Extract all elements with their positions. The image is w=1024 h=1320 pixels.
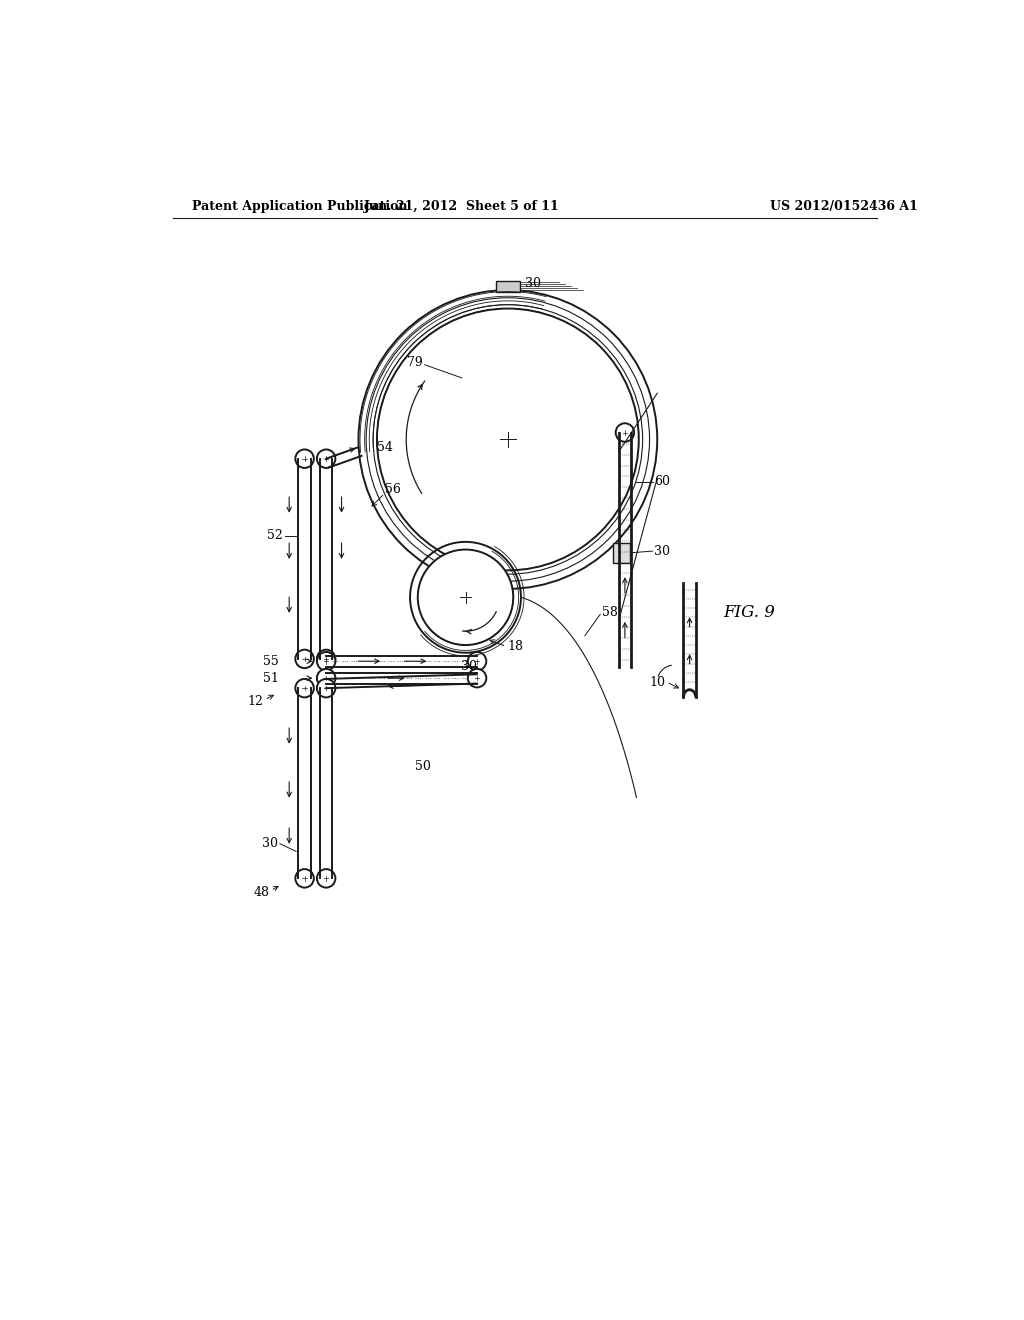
Text: Jun. 21, 2012  Sheet 5 of 11: Jun. 21, 2012 Sheet 5 of 11 (364, 201, 559, 214)
Text: 52: 52 (267, 529, 283, 543)
Text: 55: 55 (262, 655, 279, 668)
Text: US 2012/0152436 A1: US 2012/0152436 A1 (770, 201, 918, 214)
Text: 10: 10 (649, 676, 666, 689)
Bar (612, 544, 630, 562)
Text: 30: 30 (462, 660, 477, 673)
Text: 30: 30 (654, 545, 670, 557)
Circle shape (316, 652, 336, 671)
Circle shape (295, 649, 313, 668)
Text: 18: 18 (508, 640, 524, 653)
Text: 12: 12 (247, 694, 263, 708)
Circle shape (418, 549, 513, 645)
Circle shape (316, 869, 336, 887)
Circle shape (316, 449, 336, 469)
Text: Patent Application Publication: Patent Application Publication (193, 201, 408, 214)
Circle shape (295, 678, 313, 697)
Circle shape (316, 678, 336, 697)
Circle shape (468, 669, 486, 688)
Text: 51: 51 (262, 672, 279, 685)
Text: 54: 54 (377, 441, 393, 454)
Text: 58: 58 (602, 606, 617, 619)
Text: 30: 30 (524, 277, 541, 290)
Text: 60: 60 (654, 475, 670, 488)
Text: 30: 30 (262, 837, 279, 850)
Circle shape (377, 309, 639, 570)
Text: 79: 79 (408, 356, 423, 370)
Text: 48: 48 (253, 886, 269, 899)
Bar (496, 281, 520, 292)
Circle shape (295, 869, 313, 887)
Text: 56: 56 (385, 483, 400, 496)
Text: FIG. 9: FIG. 9 (724, 605, 775, 622)
Circle shape (316, 649, 336, 668)
Circle shape (295, 449, 313, 469)
Text: 50: 50 (416, 760, 431, 774)
Circle shape (468, 652, 486, 671)
Circle shape (316, 669, 336, 688)
Circle shape (615, 424, 634, 442)
